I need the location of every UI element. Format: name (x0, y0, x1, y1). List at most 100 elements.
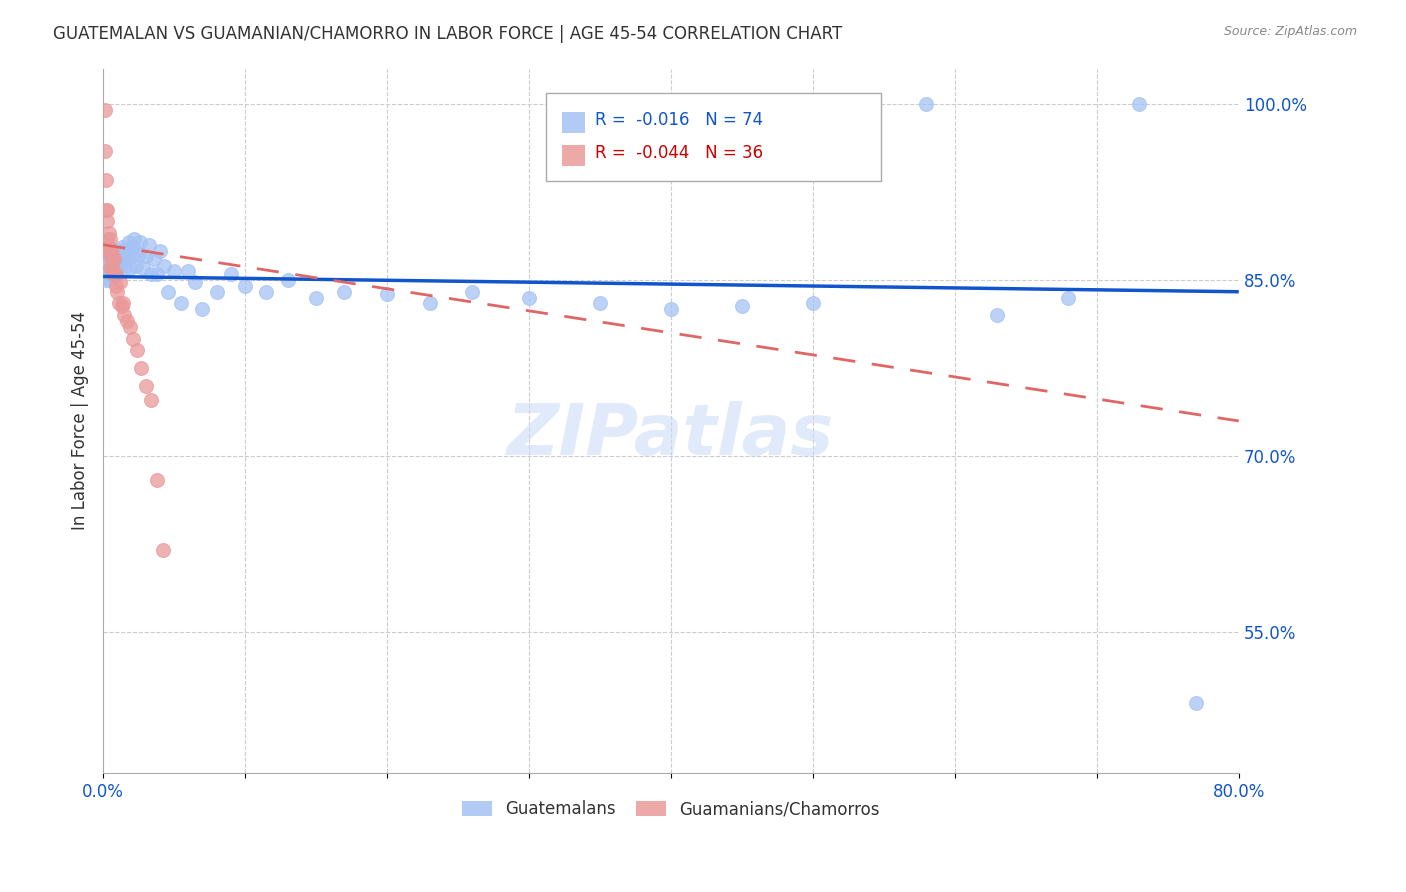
Point (152, 543, 174, 558)
Text: R =  -0.044   N = 36: R = -0.044 N = 36 (595, 145, 763, 162)
FancyBboxPatch shape (562, 112, 585, 133)
Point (111, 296, 134, 310)
Point (96, 202, 118, 217)
Point (94, 173, 117, 187)
Point (97, 240, 120, 254)
Point (101, 267, 124, 281)
Point (146, 267, 169, 281)
Point (205, 285, 228, 299)
Point (117, 244, 139, 258)
Point (131, 361, 153, 376)
Point (118, 235, 141, 250)
Point (801, 296, 824, 310)
Point (97, 250, 120, 264)
Point (233, 278, 256, 293)
Text: ZIPatlas: ZIPatlas (508, 401, 835, 469)
Point (121, 250, 143, 264)
FancyBboxPatch shape (546, 93, 882, 181)
Point (163, 263, 186, 277)
Point (219, 267, 242, 281)
Point (104, 267, 127, 281)
Point (94, 202, 117, 217)
Text: R =  -0.016   N = 74: R = -0.016 N = 74 (595, 111, 763, 129)
Point (103, 266, 125, 280)
Point (108, 247, 131, 261)
Point (277, 273, 299, 287)
Point (146, 473, 169, 487)
Point (659, 302, 682, 317)
Point (115, 253, 138, 268)
Point (97, 267, 120, 281)
Point (105, 250, 128, 264)
Point (104, 278, 127, 293)
Point (157, 285, 180, 299)
Point (122, 332, 145, 346)
Point (98, 247, 121, 261)
Point (125, 259, 148, 273)
Point (107, 244, 129, 258)
Point (986, 308, 1008, 322)
Point (96, 250, 118, 264)
Point (100, 246, 122, 260)
Point (915, 96, 938, 111)
Point (110, 255, 132, 269)
Point (135, 378, 157, 392)
Point (517, 291, 540, 305)
Point (101, 269, 124, 284)
Point (96, 232, 118, 246)
Point (333, 285, 356, 299)
Point (112, 308, 135, 322)
Point (97, 252, 120, 266)
Point (94, 259, 117, 273)
Legend: Guatemalans, Guamanians/Chamorros: Guatemalans, Guamanians/Chamorros (456, 794, 887, 825)
Point (98, 261, 121, 276)
Point (141, 267, 163, 281)
Point (100, 246, 122, 260)
Point (96, 255, 118, 269)
Point (96, 214, 118, 228)
Point (98, 244, 121, 258)
Point (170, 296, 193, 310)
Point (153, 259, 176, 273)
Point (100, 265, 122, 279)
Point (138, 237, 160, 252)
Point (103, 250, 125, 264)
Point (93, 144, 115, 158)
Point (128, 247, 150, 261)
Point (98, 232, 121, 246)
Point (104, 255, 127, 269)
Point (96, 263, 118, 277)
Text: Source: ZipAtlas.com: Source: ZipAtlas.com (1223, 25, 1357, 38)
Point (105, 285, 128, 299)
Point (100, 256, 122, 270)
Point (94, 273, 117, 287)
Point (105, 261, 128, 276)
Point (129, 235, 152, 250)
Point (141, 392, 163, 407)
Point (93, 103, 115, 117)
FancyBboxPatch shape (562, 145, 585, 166)
Point (254, 285, 277, 299)
Point (101, 254, 124, 268)
Point (110, 299, 132, 313)
Point (120, 320, 142, 334)
Point (112, 261, 135, 276)
Point (461, 285, 484, 299)
Point (132, 261, 155, 276)
Point (419, 296, 441, 310)
Point (98, 259, 121, 273)
Point (1185, 696, 1208, 710)
Point (122, 240, 145, 254)
Point (108, 276, 131, 290)
Point (191, 302, 214, 317)
Point (101, 252, 124, 266)
Point (1057, 291, 1080, 305)
Point (104, 267, 127, 281)
Y-axis label: In Labor Force | Age 45-54: In Labor Force | Age 45-54 (72, 311, 89, 531)
Point (97, 226, 120, 240)
Point (124, 232, 146, 246)
Point (111, 250, 134, 264)
Point (305, 291, 328, 305)
Point (107, 296, 129, 310)
Point (143, 252, 166, 266)
